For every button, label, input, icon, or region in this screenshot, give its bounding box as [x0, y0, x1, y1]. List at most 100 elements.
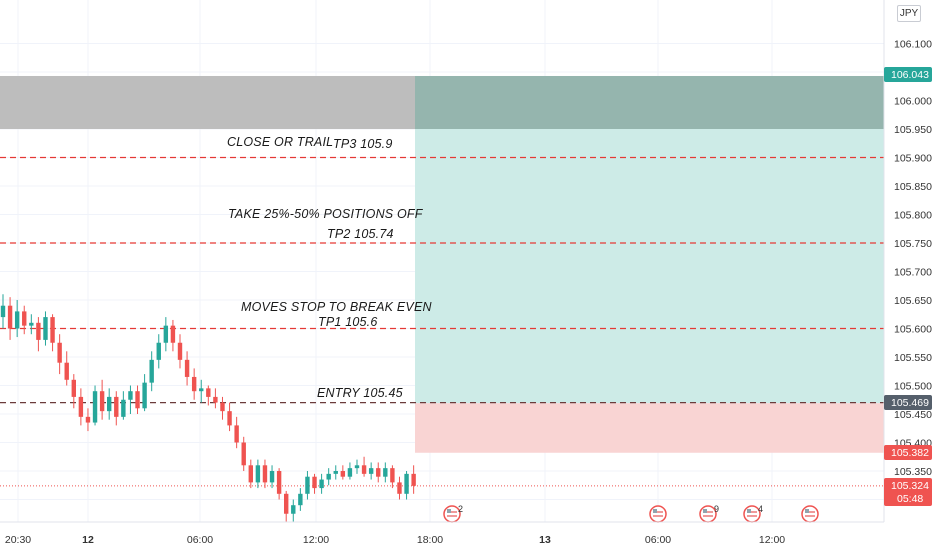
event-marker[interactable]: 4 — [743, 504, 763, 523]
candle — [71, 374, 76, 409]
time-tick-label: 12:00 — [759, 534, 785, 546]
candle-body — [206, 388, 211, 397]
candle-body — [163, 325, 169, 343]
candle — [213, 388, 218, 409]
candle-body — [390, 468, 395, 483]
candle-body — [85, 416, 91, 423]
candle-body — [43, 317, 48, 340]
candle-body — [248, 465, 253, 483]
flag-stripe — [653, 511, 663, 513]
candle-body — [305, 476, 310, 494]
candle — [85, 408, 91, 432]
candle-body — [14, 311, 20, 329]
candle-body — [376, 468, 381, 477]
candle-body — [36, 322, 41, 340]
candle-body — [333, 471, 338, 474]
flag-stripe — [747, 515, 757, 517]
price-tick-label: 105.900 — [894, 153, 932, 165]
candle — [114, 391, 119, 426]
candle-body — [213, 396, 218, 403]
price-tick-label: 105.550 — [894, 352, 932, 364]
candle-body — [135, 391, 140, 409]
time-axis[interactable]: 20:30 12 06:00 12:00 18:00 13 06:00 12:00 — [0, 521, 884, 546]
candle-body — [191, 376, 197, 392]
price-tick-label: 105.950 — [894, 124, 932, 136]
candle — [184, 351, 190, 386]
candle — [99, 379, 105, 420]
candle-body — [128, 391, 133, 400]
candle-body — [262, 465, 268, 483]
candle-body — [291, 505, 296, 514]
price-tick-label: 105.700 — [894, 267, 932, 279]
candle-body — [7, 305, 13, 329]
currency-button[interactable]: JPY — [897, 5, 921, 22]
candle-body — [319, 479, 324, 489]
candle — [227, 402, 232, 432]
price-tick-label: 106.000 — [894, 96, 932, 108]
price-tick-label: 106.100 — [894, 39, 932, 51]
price-tick-label: 105.800 — [894, 210, 932, 222]
candle — [64, 351, 69, 386]
candle — [78, 388, 84, 426]
candle-body — [255, 465, 261, 483]
time-tick-label: 18:00 — [417, 534, 443, 546]
price-tick-label: 105.500 — [894, 381, 932, 393]
price-tag-countdown: 05:48 — [897, 493, 923, 505]
event-marker[interactable] — [801, 505, 819, 523]
time-tick-label: 06:00 — [645, 534, 671, 546]
candle-body — [312, 476, 317, 489]
event-markers[interactable]: 2 9 4 — [443, 504, 819, 523]
candle — [0, 294, 6, 329]
flag-canton — [703, 509, 707, 513]
candle-body — [149, 359, 154, 383]
candle-body — [347, 468, 353, 477]
candle — [376, 462, 381, 483]
annotation-tp3: TP3 105.9 — [333, 137, 392, 151]
candle — [340, 465, 346, 480]
candle-body — [177, 342, 183, 360]
candle — [383, 462, 388, 483]
flag-stripe — [805, 515, 815, 517]
candle — [128, 385, 133, 414]
candle — [206, 385, 211, 406]
time-tick-label: 12 — [82, 534, 94, 546]
candle-body — [64, 362, 69, 380]
candle — [43, 311, 48, 346]
price-tick-label: 105.350 — [894, 466, 932, 478]
candle — [326, 468, 331, 486]
candle — [248, 459, 253, 489]
price-tag-stop: 105.382 — [891, 447, 929, 459]
price-tag-stop-bg — [884, 445, 932, 460]
candle — [7, 297, 13, 340]
flag-stripe — [747, 511, 757, 513]
flag-canton — [653, 509, 657, 513]
candle-body — [326, 473, 331, 480]
candle — [333, 465, 338, 480]
candle — [156, 334, 161, 369]
candle — [298, 488, 303, 511]
candle — [177, 334, 183, 369]
candle — [262, 459, 268, 489]
candle — [36, 317, 41, 352]
position-zones — [0, 75, 884, 453]
flag-canton — [447, 509, 451, 513]
candle-body — [57, 342, 62, 363]
candle-body — [397, 482, 402, 494]
candle-body — [199, 388, 204, 392]
event-marker[interactable]: 9 — [699, 504, 719, 523]
event-marker[interactable] — [649, 505, 667, 523]
annotation-take-positions: TAKE 25%-50% POSITIONS OFF — [228, 207, 424, 221]
price-tag-last: 105.324 — [891, 480, 929, 492]
event-marker[interactable]: 2 — [443, 504, 463, 523]
candle-body — [404, 473, 409, 494]
candle-body — [276, 471, 282, 494]
flag-stripe — [447, 515, 457, 517]
candle-body — [107, 396, 112, 412]
candle-body — [220, 402, 225, 412]
candle — [411, 465, 416, 494]
candle — [191, 368, 197, 400]
target-zone — [415, 129, 884, 404]
annotation-close-or-trail: CLOSE OR TRAIL — [227, 135, 333, 149]
